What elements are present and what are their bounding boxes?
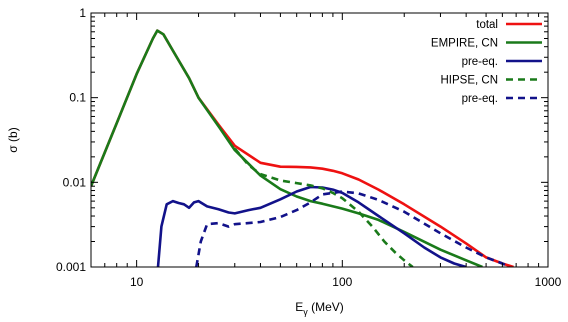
series-layer	[91, 29, 514, 267]
series-line-2	[91, 29, 483, 267]
legend-label-3: pre-eq.	[462, 56, 498, 68]
series-line-3	[156, 185, 467, 267]
legend-label-1: total	[476, 19, 498, 31]
series-line-4	[233, 147, 414, 267]
x-axis-label: Eγ (MeV)	[295, 300, 344, 317]
x-axis-label-main: E	[295, 300, 303, 314]
y-tick-label: 0.1	[69, 91, 86, 105]
x-axis-label-subscript: γ	[303, 307, 308, 317]
y-tick-label: 0.001	[56, 260, 86, 274]
y-axis-label: σ (b)	[6, 127, 20, 152]
legend-label-2: EMPIRE, CN	[431, 38, 498, 50]
x-tick-label: 100	[332, 275, 352, 289]
legend-label-5: pre-eq.	[462, 93, 498, 105]
legend-label-4: HIPSE, CN	[440, 75, 498, 87]
x-tick-label: 10	[130, 275, 144, 289]
x-axis-label-unit: (MeV)	[308, 300, 344, 314]
x-tick-label: 1000	[535, 275, 562, 289]
y-tick-label: 0.01	[63, 175, 87, 189]
series-line-1	[91, 29, 514, 267]
tick-labels-layer: 10 100 1000 1 0.1 0.01 0.001	[56, 6, 562, 289]
legend: total EMPIRE, CN pre-eq. HIPSE, CN pre-eq.	[431, 19, 542, 105]
y-tick-label: 1	[79, 6, 86, 20]
series-line-5	[195, 190, 511, 267]
plot-frame	[90, 12, 549, 268]
ticks-layer	[90, 12, 549, 268]
